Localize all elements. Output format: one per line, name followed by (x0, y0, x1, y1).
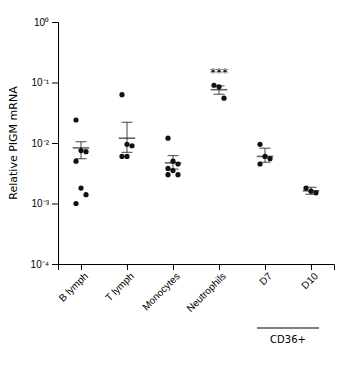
point (165, 166, 170, 171)
group (257, 142, 274, 167)
bracket-line (257, 328, 319, 329)
x-tick: D7 (257, 264, 274, 287)
error-cap-upper (121, 122, 132, 123)
point (221, 96, 226, 101)
y-tick-mark (52, 143, 58, 144)
x-tick: Monocytes (140, 264, 182, 312)
point (83, 192, 88, 197)
point (73, 117, 78, 122)
point (308, 189, 313, 194)
y-tick-label: 10⁻² (32, 138, 50, 149)
x-tick: T lymph (103, 264, 136, 303)
y-axis: 10⁻⁴ 10⁻³ 10⁻² 10⁻¹ 10⁰ (31, 17, 59, 270)
y-tick: 10⁻⁴ (31, 259, 58, 270)
point (211, 83, 216, 88)
x-tick-mark (265, 264, 266, 270)
point (175, 172, 180, 177)
point (170, 159, 175, 164)
error-cap-lower (121, 152, 132, 153)
y-tick-mark (52, 264, 58, 265)
group (211, 83, 228, 101)
bracket-label: CD36+ (270, 334, 306, 345)
group (303, 185, 320, 195)
point (124, 154, 129, 159)
plot: 10⁻⁴ 10⁻³ 10⁻² 10⁻¹ 10⁰ B lymph T lymphMonocyt… (31, 17, 335, 345)
x-tick: Neutrophils (184, 264, 228, 314)
error-stem (126, 122, 127, 152)
y-tick-label: 10⁰ (34, 17, 49, 28)
group (165, 136, 182, 178)
point (313, 190, 318, 195)
x-tick-label: B lymph (57, 270, 90, 303)
point (267, 156, 272, 161)
x-tick: D10 (299, 264, 320, 291)
group (73, 117, 90, 206)
point (257, 142, 262, 147)
y-axis-line (52, 23, 59, 265)
x-axis: B lymph T lymphMonocytesNeutrophils D7 D10 (57, 264, 335, 314)
point (165, 172, 170, 177)
point (78, 185, 83, 190)
error-cap-upper (167, 155, 178, 156)
y-tick-mark (52, 83, 58, 84)
error-bar (257, 148, 274, 162)
y-tick-label: 10⁻⁴ (31, 259, 49, 270)
marks (73, 83, 320, 206)
point (73, 159, 78, 164)
point (303, 185, 308, 190)
point (124, 142, 129, 147)
point (165, 136, 170, 141)
chart: 10⁻⁴ 10⁻³ 10⁻² 10⁻¹ 10⁰ B lymph T lymphMonocyt… (0, 0, 346, 368)
y-tick: 10⁻³ (32, 198, 58, 209)
x-tick-label: D7 (257, 270, 274, 287)
x-tick-mark (219, 264, 220, 270)
y-tick: 10⁻¹ (32, 77, 58, 88)
x-axis-line (59, 265, 335, 271)
x-tick-label: D10 (299, 270, 320, 291)
group (119, 92, 136, 159)
x-tick-label: Monocytes (140, 270, 182, 312)
error-bar (119, 122, 136, 152)
point (257, 161, 262, 166)
y-tick-label: 10⁻¹ (32, 77, 50, 88)
y-tick: 10⁰ (34, 17, 58, 28)
error-cap-upper (75, 141, 86, 142)
y-tick-mark (52, 204, 58, 205)
point (119, 154, 124, 159)
x-tick-mark (311, 264, 312, 270)
x-tick-mark (81, 264, 82, 270)
point (216, 84, 221, 89)
x-tick-label: Neutrophils (184, 270, 228, 314)
error-cap-lower (213, 94, 224, 95)
y-tick: 10⁻² (32, 138, 58, 149)
x-tick-mark (127, 264, 128, 270)
point (78, 148, 83, 153)
y-axis-title: Relative PIGM mRNA (7, 86, 20, 200)
point (175, 161, 180, 166)
point (170, 168, 175, 173)
y-tick-mark (52, 22, 58, 23)
x-tick-label: T lymph (103, 270, 136, 303)
significance-label: *** (210, 66, 228, 80)
point (119, 92, 124, 97)
point (73, 201, 78, 206)
error-cap-upper (259, 148, 270, 149)
point (262, 154, 267, 159)
annotations: *** CD36+ (210, 66, 319, 345)
point (83, 149, 88, 154)
y-tick-label: 10⁻³ (32, 198, 50, 209)
point (129, 143, 134, 148)
x-tick-mark (173, 264, 174, 270)
error-bar (73, 142, 90, 159)
x-tick: B lymph (57, 264, 90, 304)
